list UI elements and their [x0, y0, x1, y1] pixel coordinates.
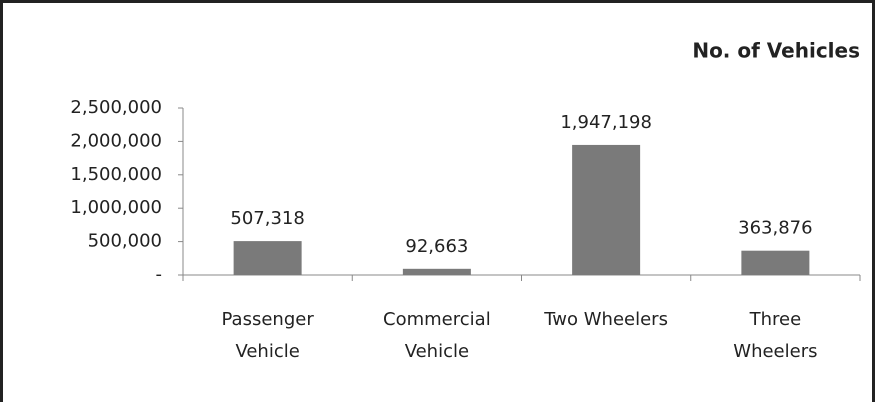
y-tick-label: 500,000	[88, 231, 162, 252]
x-tick-label: Two Wheelers	[544, 309, 668, 330]
y-tick-label: 2,500,000	[70, 97, 162, 118]
x-tick-label: Three Wheelers	[733, 309, 818, 362]
y-tick-label: -	[156, 264, 163, 285]
value-label: 363,876	[738, 218, 812, 239]
bar	[233, 241, 302, 275]
bar	[741, 250, 810, 275]
x-tick-label: Passenger Vehicle	[221, 309, 314, 362]
y-tick-label: 1,000,000	[70, 197, 162, 218]
y-tick-label: 1,500,000	[70, 164, 162, 185]
chart-title: No. of Vehicles	[692, 39, 860, 63]
value-label: 92,663	[405, 236, 468, 257]
value-label: 1,947,198	[560, 112, 652, 133]
value-label: 507,318	[230, 208, 304, 229]
x-tick-label: Commercial Vehicle	[383, 309, 491, 362]
bar	[572, 144, 641, 275]
y-tick-label: 2,000,000	[70, 130, 162, 151]
bar	[402, 268, 471, 275]
